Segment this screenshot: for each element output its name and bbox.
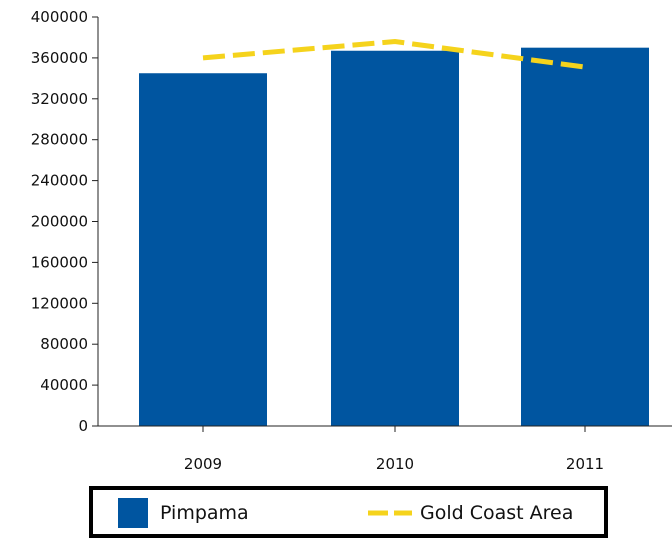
y-tick-label: 240000 [31,172,88,190]
y-tick-label: 360000 [31,49,88,67]
bar-pimpama-2011 [521,47,649,427]
x-tick-label: 2009 [184,455,222,473]
x-tick-label: 2011 [566,455,604,473]
y-tick-label: 0 [78,417,88,435]
x-tick-label: 2010 [376,455,414,473]
legend-label-pimpama: Pimpama [160,502,249,524]
y-tick-label: 320000 [31,90,88,108]
legend-box [89,486,608,538]
line-gold-coast-area [202,39,586,70]
legend: Pimpama Gold Coast Area [89,486,608,538]
bar-pimpama-2009 [139,73,267,427]
y-tick-label: 120000 [31,294,88,312]
x-axis: 2009 2010 2011 [98,425,672,473]
y-tick-label: 280000 [31,131,88,149]
bars [139,47,649,427]
y-tick-label: 200000 [31,213,88,231]
y-tick-label: 160000 [31,253,88,271]
legend-label-gold-coast-area: Gold Coast Area [420,502,573,524]
legend-swatch-pimpama [118,498,148,528]
bar-pimpama-2010 [331,50,459,427]
y-tick-label: 40000 [40,376,88,394]
y-tick-label: 400000 [31,8,88,26]
y-axis: 0 40000 80000 120000 160000 200000 240000 28000… [31,8,99,435]
y-tick-label: 80000 [40,335,88,353]
line-series [202,39,586,70]
